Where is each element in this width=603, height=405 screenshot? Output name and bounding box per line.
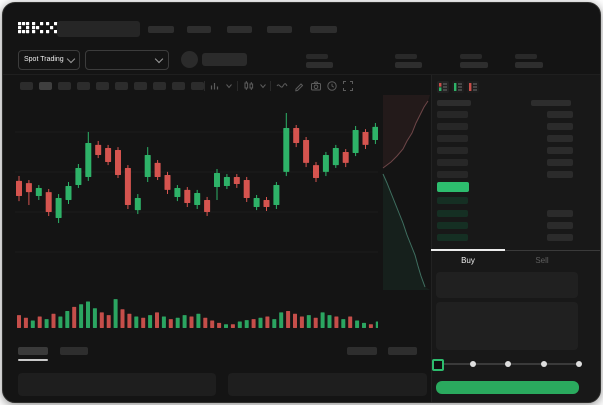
bid-price [437,234,468,241]
camera-icon[interactable] [310,80,322,92]
bottom-tab[interactable] [388,347,417,355]
stat-value [515,62,543,68]
slider-stop[interactable] [505,361,511,367]
header-divider [3,74,600,75]
pair-title-placeholder [202,53,247,66]
ask-amount [547,135,573,142]
stat-value [460,62,488,68]
volume-bars [17,299,378,328]
book-bids-only-icon[interactable] [452,81,464,93]
bid-price [437,210,468,217]
stat-value [306,62,333,68]
bid-amount [547,234,573,241]
book-asks-only-icon[interactable] [467,81,479,93]
chevron-down-icon[interactable] [258,81,268,91]
ask-price [437,123,468,130]
pair-selector[interactable] [85,50,169,70]
timeframe-button[interactable] [153,82,166,90]
line-type-icon[interactable] [276,81,288,91]
stat-label [395,54,417,59]
slider-handle[interactable] [432,359,444,371]
ask-price [437,171,468,178]
stat-label [306,54,328,59]
book-header-price [437,100,471,106]
chevron-down-icon [154,54,164,64]
timeframe-button[interactable] [77,82,90,90]
last-price-bar[interactable] [437,182,469,192]
ask-price [437,159,468,166]
nav-item[interactable] [267,26,292,33]
tabs-divider [431,250,600,251]
draw-icon[interactable] [293,80,305,92]
depth-chart [382,95,430,290]
book-header-amount [531,100,571,106]
tab-sell[interactable]: Sell [535,256,549,265]
book-combined-icon[interactable] [437,81,449,93]
timeframe-button[interactable] [115,82,128,90]
candlestick-chart[interactable] [15,95,378,290]
bid-amount [547,210,573,217]
tab-buy-indicator [431,249,505,251]
chevron-down-icon[interactable] [224,81,234,91]
ask-amount [547,171,573,178]
amount-input[interactable] [436,302,578,350]
tab-buy[interactable]: Buy [461,256,475,265]
chevron-down-icon [66,54,76,64]
bottom-tab[interactable] [60,347,88,355]
market-type-selector[interactable]: Spot Trading [18,50,80,70]
stat-value [395,62,422,68]
market-type-label: Spot Trading [24,56,64,63]
slider-stop[interactable] [469,361,476,367]
timeframe-button[interactable] [191,82,204,90]
slider-stop[interactable] [576,361,582,367]
timeframe-button[interactable] [172,82,185,90]
slider-stop[interactable] [540,361,547,367]
ask-amount [547,111,573,118]
price-input[interactable] [436,272,578,298]
ask-amount [547,123,573,130]
nav-item[interactable] [227,26,252,33]
ask-price [437,111,468,118]
indicators-icon[interactable] [209,80,221,92]
nav-item[interactable] [148,26,174,33]
bid-price [437,222,468,229]
bottom-tab-underline [18,359,48,361]
ask-amount [547,159,573,166]
stat-label [460,54,482,59]
history-icon[interactable] [326,80,338,92]
okx-logo [18,22,58,34]
buy-button[interactable] [436,381,579,394]
candle-style-icon[interactable] [243,80,255,92]
timeframe-button[interactable] [58,82,71,90]
nav-item[interactable] [310,26,337,33]
bottom-tab-active[interactable] [18,347,48,355]
timeframe-button[interactable] [39,82,52,90]
search-input[interactable] [57,21,140,37]
bid-amount [547,222,573,229]
timeframe-button[interactable] [20,82,33,90]
ask-price [437,147,468,154]
timeframe-button[interactable] [134,82,147,90]
bottom-tab[interactable] [347,347,377,355]
ask-price [437,135,468,142]
fullscreen-icon[interactable] [342,80,354,92]
ask-amount [547,147,573,154]
coin-icon [181,51,198,68]
nav-item[interactable] [187,26,211,33]
bottom-panel-box [18,373,216,396]
bottom-panel-box [228,373,427,396]
bid-price [437,197,468,204]
stat-label [515,54,537,59]
timeframe-button[interactable] [96,82,109,90]
